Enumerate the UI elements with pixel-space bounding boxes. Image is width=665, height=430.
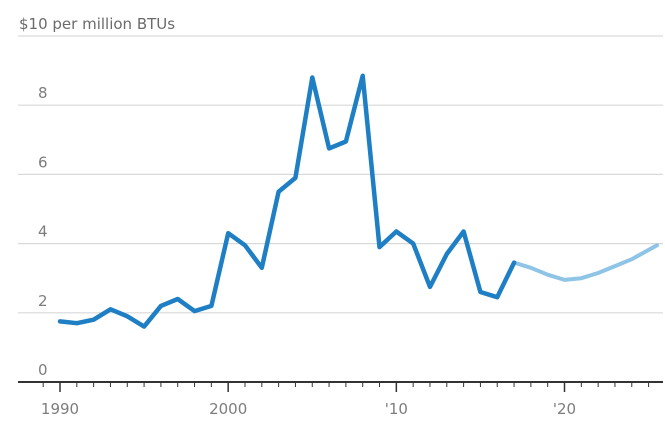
y-gridlines	[18, 35, 663, 314]
x-tick-label: 2000	[209, 400, 247, 418]
x-tick-label: '20	[553, 400, 576, 418]
x-tick-label: '10	[385, 400, 408, 418]
y-tick-label: 2	[38, 292, 48, 310]
projection-line	[512, 243, 659, 282]
y-tick-label: 0	[38, 361, 48, 379]
data-lines	[57, 73, 659, 329]
y-tick-label: 4	[38, 223, 48, 241]
y-axis-unit-label: $10 per million BTUs	[19, 15, 175, 33]
y-tick-label: 8	[38, 84, 48, 102]
y-tick-label: 6	[38, 153, 48, 171]
x-tick-label: 1990	[41, 400, 79, 418]
x-axis	[18, 381, 663, 392]
y-tick-labels: 0 2 4 6 8	[38, 84, 48, 379]
x-tick-labels: 1990 2000 '10 '20	[41, 400, 576, 418]
historical-line	[57, 73, 517, 329]
